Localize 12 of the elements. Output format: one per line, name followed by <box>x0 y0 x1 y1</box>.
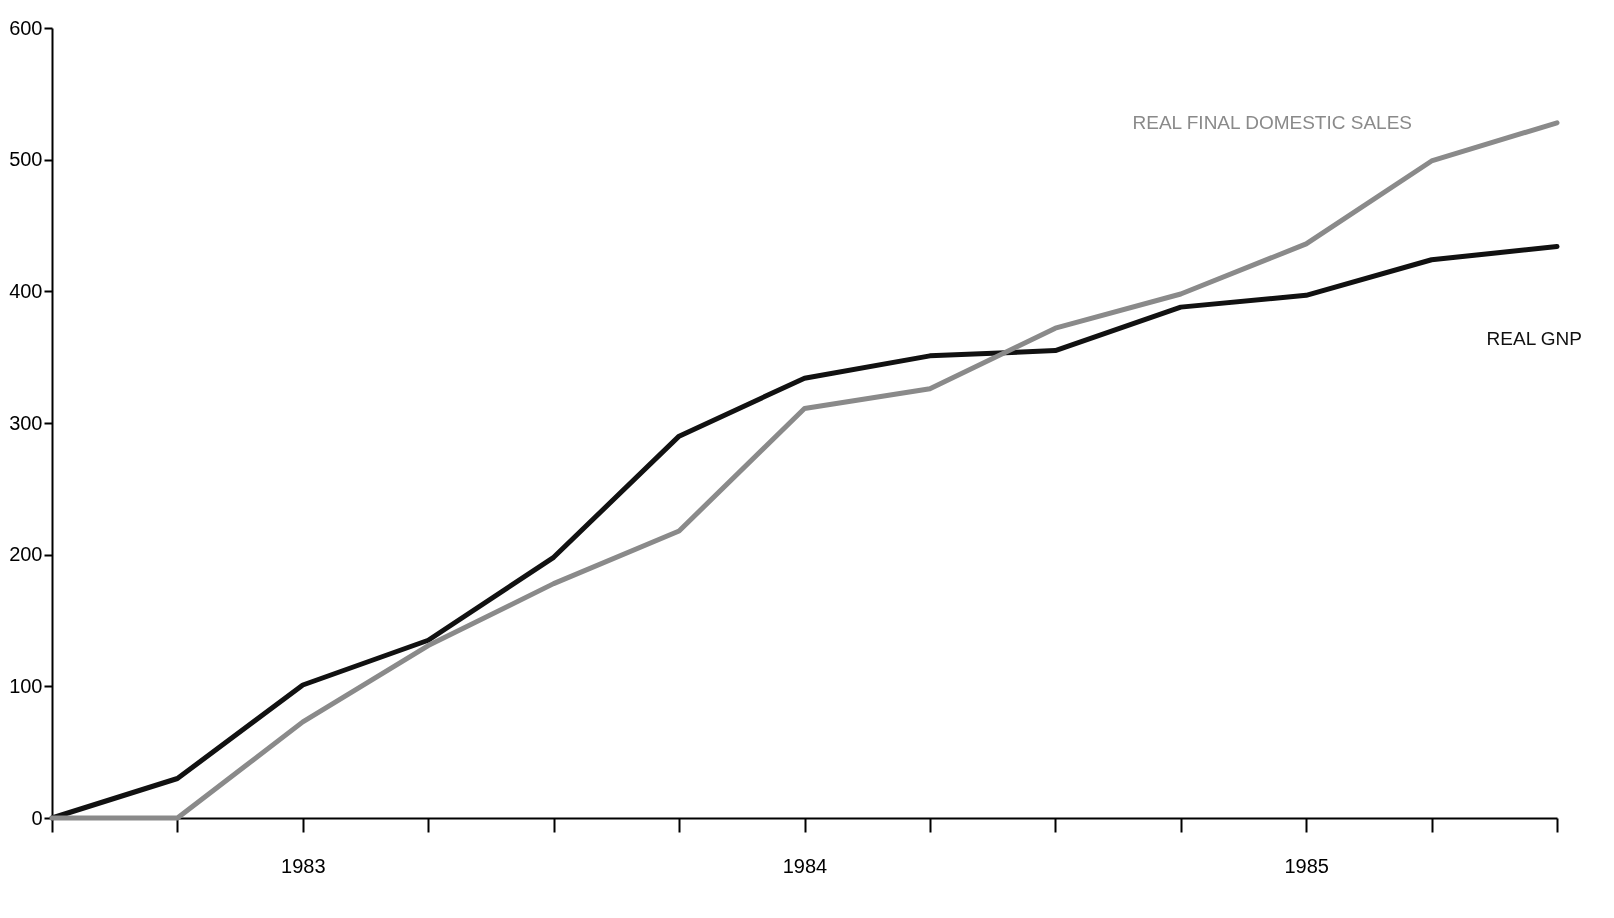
y-tick-label: 0 <box>31 806 43 829</box>
y-tick-label: 600 <box>9 16 43 39</box>
x-tick-label: 1984 <box>782 854 828 877</box>
y-tick-label: 300 <box>9 411 43 434</box>
x-tick-label: 1985 <box>1284 854 1329 877</box>
y-tick-label: 500 <box>9 148 43 171</box>
series-label: REAL FINAL DOMESTIC SALES <box>1132 111 1412 133</box>
text: REAL GNP <box>1486 327 1582 349</box>
y-tick-label: 400 <box>9 279 43 302</box>
y-tick-label: 100 <box>9 674 43 697</box>
x-tick-label: 1983 <box>281 854 326 877</box>
y-tick-label: 200 <box>9 543 43 566</box>
